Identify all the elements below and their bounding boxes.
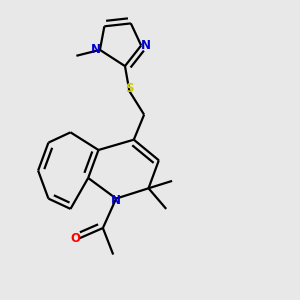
Text: S: S [125,82,134,95]
Text: N: N [91,44,100,56]
Text: N: N [111,194,121,207]
Text: O: O [71,232,81,245]
Text: N: N [141,39,151,52]
